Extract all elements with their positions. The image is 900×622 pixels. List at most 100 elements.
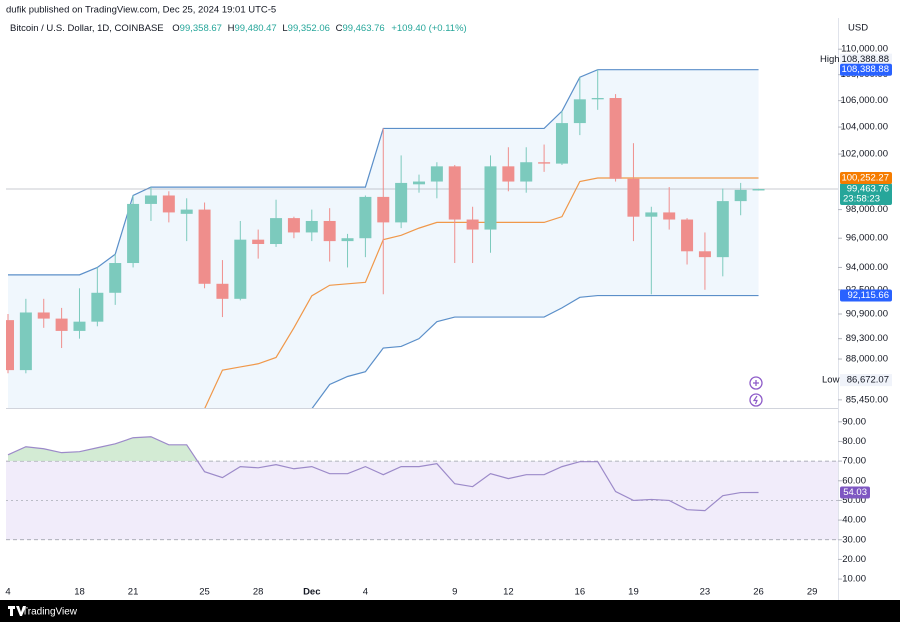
ohlc-key: H bbox=[228, 23, 235, 34]
rsi-pane bbox=[6, 436, 838, 541]
candle-body bbox=[448, 166, 461, 220]
y-tick-label: 40.00 bbox=[842, 515, 866, 526]
y-tick-label: 96,000.00 bbox=[846, 233, 888, 244]
candle-body bbox=[127, 203, 140, 264]
x-tick-label: 18 bbox=[74, 587, 85, 598]
overlay-label: 92,115.66 bbox=[847, 290, 889, 301]
candle-body bbox=[144, 195, 157, 204]
candle-body bbox=[591, 98, 604, 100]
ohlc-key: C bbox=[336, 23, 343, 34]
candle-body bbox=[520, 162, 533, 182]
candle-body bbox=[734, 189, 747, 202]
ohlc-key: O bbox=[172, 23, 179, 34]
x-tick-label: 29 bbox=[807, 587, 818, 598]
candle-body bbox=[109, 263, 122, 293]
brand-logo bbox=[8, 606, 26, 616]
y-tick-label: 20.00 bbox=[842, 554, 866, 565]
overbought-fill bbox=[8, 436, 198, 462]
candle-body bbox=[538, 162, 551, 164]
low-marker-box bbox=[840, 374, 892, 387]
y-tick-label: 94,000.00 bbox=[846, 262, 888, 273]
rsi-label: 54.03 bbox=[843, 487, 867, 498]
y-tick-label: 60.00 bbox=[842, 475, 866, 486]
candle-body bbox=[287, 218, 300, 233]
candle-body bbox=[716, 201, 729, 258]
candle-body bbox=[663, 212, 676, 220]
axes: 110,000.00108,000.00106,000.00104,000.00… bbox=[5, 44, 892, 598]
candle-body bbox=[698, 251, 711, 258]
footer-bar bbox=[0, 600, 900, 622]
ohlc-key: L bbox=[282, 23, 287, 34]
symbol: Bitcoin / U.S. Dollar, 1D, COINBASE bbox=[10, 23, 164, 34]
candle-body bbox=[73, 321, 86, 331]
rsi-line bbox=[7, 436, 759, 512]
y-tick-label: 106,000.00 bbox=[840, 95, 888, 106]
candle-body bbox=[305, 220, 318, 233]
ohlc-value: 99,463.76 bbox=[342, 23, 384, 34]
y-tick-label: 102,000.00 bbox=[840, 149, 888, 160]
countdown: 23:58:23 bbox=[843, 194, 880, 205]
candle-body bbox=[341, 238, 354, 242]
candle-body bbox=[359, 196, 372, 239]
symbol-line: Bitcoin / U.S. Dollar, 1D, COINBASE O99,… bbox=[10, 23, 467, 34]
candle-body bbox=[234, 239, 247, 299]
overlay-label: 108,388.88 bbox=[841, 64, 889, 75]
candle-body bbox=[645, 212, 658, 217]
high-marker-name: High bbox=[820, 54, 840, 65]
ohlc-value: 99,358.67 bbox=[180, 23, 222, 34]
candle-body bbox=[627, 178, 640, 217]
y-tick-label: 50.00 bbox=[842, 495, 866, 506]
candle-body bbox=[6, 320, 14, 371]
overlay-line bbox=[204, 177, 759, 408]
candle-body bbox=[395, 182, 408, 223]
currency: USD bbox=[848, 23, 868, 34]
x-tick-label: 21 bbox=[128, 587, 139, 598]
x-tick-label: 26 bbox=[753, 587, 764, 598]
overlay-label-box bbox=[840, 172, 892, 185]
overlay-line bbox=[311, 294, 759, 408]
last-price-label: 99,463.76 bbox=[847, 184, 889, 195]
low-marker-label: 86,672.07 bbox=[847, 375, 889, 386]
candle-body bbox=[484, 166, 497, 230]
candle-body bbox=[216, 283, 229, 299]
add-icon-glyph bbox=[753, 380, 759, 386]
x-tick-label: 4 bbox=[363, 587, 368, 598]
y-tick-label: 98,000.00 bbox=[846, 204, 888, 215]
candle-body bbox=[180, 209, 193, 214]
price-pane bbox=[6, 69, 838, 408]
y-tick-label: 10.00 bbox=[842, 574, 866, 585]
x-tick-label: Dec bbox=[303, 587, 320, 598]
candle-body bbox=[430, 166, 443, 182]
candle-body bbox=[377, 196, 390, 223]
y-tick-label: 90.00 bbox=[842, 416, 866, 427]
candle-body bbox=[91, 292, 104, 322]
change: +109.40 (+0.11%) bbox=[391, 23, 466, 34]
x-tick-label: 23 bbox=[700, 587, 711, 598]
low-marker-name: Low bbox=[822, 375, 840, 386]
x-tick-label: 4 bbox=[5, 587, 10, 598]
overlay-label-box bbox=[840, 63, 892, 76]
candle-body bbox=[502, 166, 515, 182]
ohlc-value: 99,480.47 bbox=[234, 23, 276, 34]
y-tick-label: 70.00 bbox=[842, 456, 866, 467]
candle-body bbox=[37, 312, 50, 319]
x-tick-label: 12 bbox=[503, 587, 514, 598]
overlay-label: 100,252.27 bbox=[841, 173, 889, 184]
candle-body bbox=[198, 209, 211, 284]
rsi-label-box bbox=[840, 486, 870, 499]
high-marker-label: 108,388.88 bbox=[841, 54, 889, 65]
brand: TradingView bbox=[22, 607, 78, 618]
y-tick-label: 80.00 bbox=[842, 436, 866, 447]
last-price-box bbox=[840, 183, 892, 206]
x-tick-label: 16 bbox=[575, 587, 586, 598]
alert-icon-glyph bbox=[752, 395, 758, 405]
candle-body bbox=[752, 189, 765, 191]
overlay-label-box bbox=[840, 289, 892, 302]
candle-body bbox=[19, 312, 32, 371]
candle-body bbox=[573, 99, 586, 124]
candle-body bbox=[55, 318, 68, 331]
candle-body bbox=[555, 123, 568, 164]
candle-body bbox=[681, 219, 694, 252]
y-tick-label: 110,000.00 bbox=[841, 44, 888, 55]
